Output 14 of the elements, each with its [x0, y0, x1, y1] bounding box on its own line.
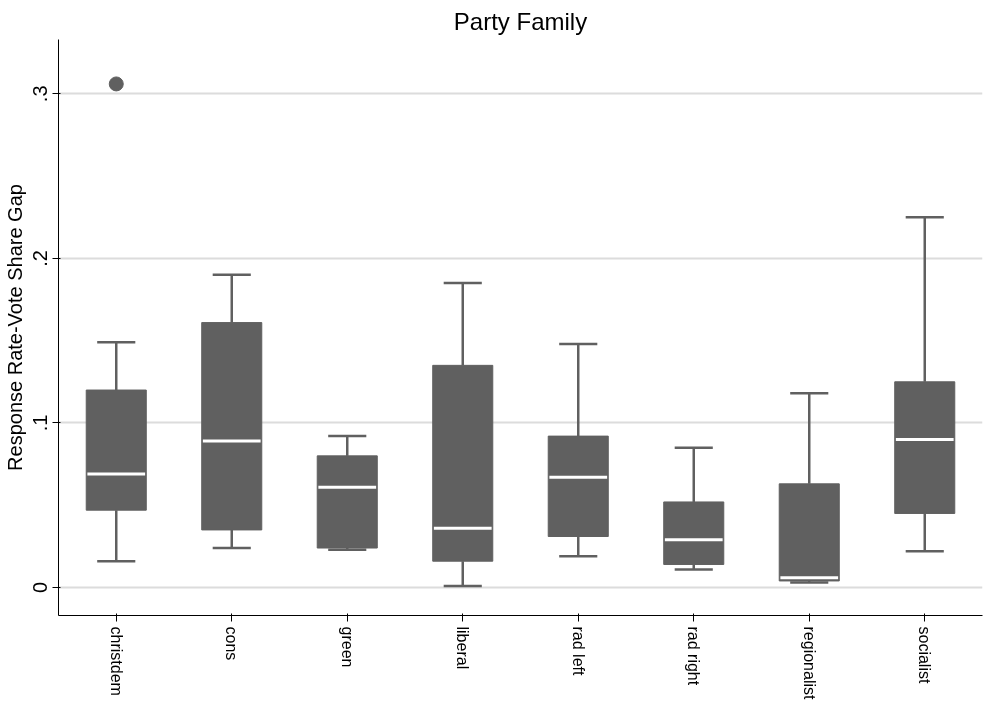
x-tick-label: socialist	[916, 626, 934, 684]
x-tick-label: christdem	[107, 626, 125, 696]
chart-title: Party Family	[453, 7, 588, 35]
y-axis-title: Response Rate-Vote Share Gap	[3, 184, 26, 471]
y-tick-label: .1	[29, 414, 52, 432]
x-tick-label: rad right	[685, 626, 703, 686]
y-tick-label: 0	[29, 581, 52, 594]
y-tick-label: .3	[29, 85, 52, 103]
x-tick-label: cons	[223, 626, 241, 661]
y-tick-label: .2	[29, 250, 52, 267]
x-tick-label: liberal	[454, 626, 472, 670]
x-tick-label: green	[338, 626, 356, 668]
x-tick-label: regionalist	[800, 626, 818, 700]
x-tick-label: rad left	[569, 626, 587, 676]
